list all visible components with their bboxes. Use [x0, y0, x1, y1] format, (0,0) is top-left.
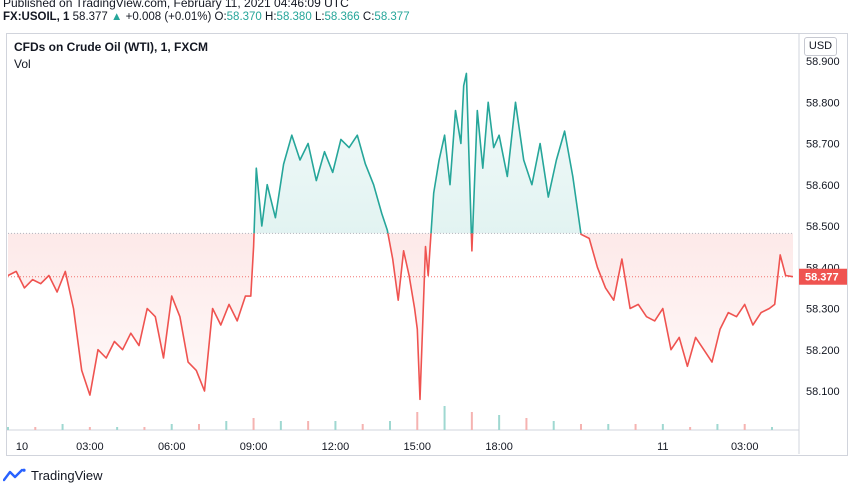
last-price-tag [799, 268, 847, 285]
x-tick-label: 12:00 [322, 441, 350, 453]
volume-bar [689, 427, 692, 430]
currency-button[interactable]: USD [804, 37, 837, 56]
volume-bar [279, 421, 282, 430]
x-tick-label: 03:00 [731, 441, 759, 453]
x-tick-label: 18:00 [485, 441, 513, 453]
volume-bar [443, 406, 446, 430]
y-tick-label: 58.500 [806, 221, 840, 233]
y-tick-label: 58.600 [806, 180, 840, 192]
volume-bar [770, 427, 773, 430]
volume-bar [197, 424, 200, 430]
x-tick-label: 09:00 [240, 441, 268, 453]
volume-legend: Vol [14, 57, 31, 71]
last-price-tag-text: 58.377 [805, 272, 839, 284]
high-value: 58.380 [276, 11, 312, 23]
high-label: H: [265, 11, 277, 23]
volume-bar [252, 418, 255, 430]
volume-bar [7, 427, 9, 430]
open-value: 58.370 [226, 11, 262, 23]
volume-bar [143, 427, 146, 430]
volume-bar [225, 421, 228, 430]
x-tick-label: 06:00 [158, 441, 186, 453]
volume-bar [634, 424, 637, 430]
volume-bar [361, 424, 364, 430]
volume-bar [525, 418, 528, 430]
change-up-icon: ▲ [111, 11, 123, 23]
volume-bar [579, 424, 582, 430]
x-tick-label: 15:00 [404, 441, 432, 453]
tradingview-logo-icon [3, 468, 26, 482]
y-tick-label: 58.100 [806, 386, 840, 398]
volume-bar [416, 412, 419, 430]
volume-bar [307, 421, 310, 430]
price-line-down [8, 233, 793, 401]
volume-bar [661, 424, 664, 430]
x-tick-label: 10 [16, 441, 28, 453]
low-value: 58.366 [324, 11, 360, 23]
volume-bar [116, 427, 119, 430]
volume-bar [552, 421, 555, 430]
open-label: O: [214, 11, 227, 23]
x-tick-label: 03:00 [76, 441, 104, 453]
low-label: L: [314, 11, 325, 23]
tradingview-logo[interactable]: TradingView [3, 466, 103, 484]
x-tick-label: 11 [657, 441, 668, 453]
volume-bar [61, 424, 64, 430]
close-label: C: [362, 11, 375, 23]
volume-bar [34, 427, 37, 430]
close-value: 58.377 [374, 11, 410, 23]
volume-bar [388, 421, 391, 430]
y-tick-label: 58.700 [806, 139, 840, 151]
last-price: 58.377 [72, 11, 108, 23]
volume-bar [470, 412, 473, 430]
symbol-label[interactable]: FX:USOIL, 1 [3, 11, 70, 23]
y-tick-label: 58.300 [806, 304, 840, 316]
volume-bar [334, 421, 337, 430]
volume-bar [716, 424, 719, 430]
chart-title: CFDs on Crude Oil (WTI), 1, FXCM [14, 40, 208, 54]
published-caption: Published on TradingView.com, February 1… [3, 0, 349, 10]
y-tick-label: 58.200 [806, 345, 840, 357]
volume-bar [170, 424, 173, 430]
area-below-baseline [8, 233, 793, 400]
volume-bar [743, 424, 746, 430]
volume-bar [498, 415, 501, 430]
chart-frame[interactable] [6, 33, 848, 456]
y-tick-label: 58.800 [806, 97, 840, 109]
quote-header: FX:USOIL, 1 58.377 ▲ +0.008 (+0.01%) O:5… [3, 11, 410, 23]
volume-bar [607, 424, 610, 430]
volume-bar [88, 427, 91, 430]
price-change: +0.008 (+0.01%) [125, 11, 212, 23]
tradingview-logo-text: TradingView [31, 467, 103, 483]
y-tick-label: 58.900 [806, 56, 840, 68]
